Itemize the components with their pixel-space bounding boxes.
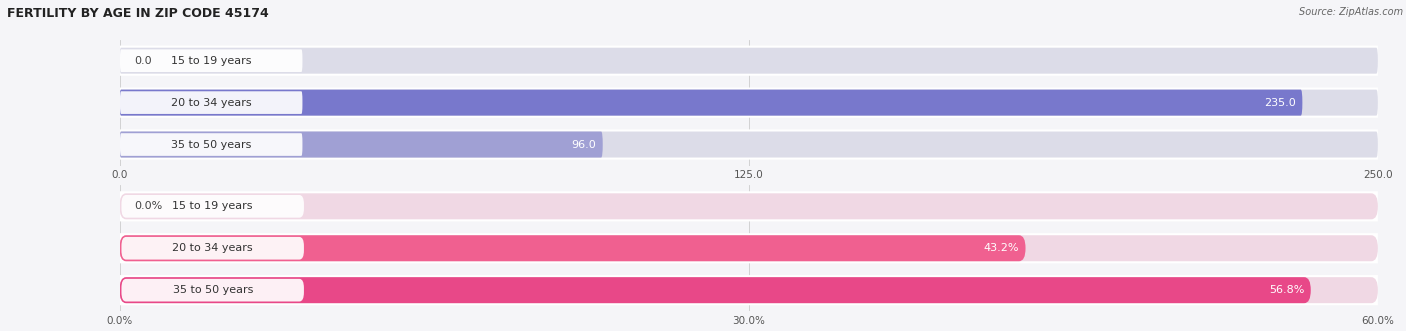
- Text: 35 to 50 years: 35 to 50 years: [172, 140, 252, 150]
- FancyBboxPatch shape: [121, 237, 304, 260]
- FancyBboxPatch shape: [120, 277, 1310, 303]
- FancyBboxPatch shape: [120, 49, 302, 72]
- FancyBboxPatch shape: [120, 131, 603, 158]
- FancyBboxPatch shape: [121, 279, 304, 302]
- FancyBboxPatch shape: [120, 191, 1378, 221]
- FancyBboxPatch shape: [120, 235, 1378, 261]
- FancyBboxPatch shape: [120, 48, 1378, 74]
- FancyBboxPatch shape: [120, 233, 1378, 263]
- FancyBboxPatch shape: [120, 133, 302, 156]
- FancyBboxPatch shape: [120, 129, 1378, 160]
- FancyBboxPatch shape: [120, 277, 1378, 303]
- FancyBboxPatch shape: [120, 235, 1025, 261]
- FancyBboxPatch shape: [120, 193, 1378, 219]
- Text: 35 to 50 years: 35 to 50 years: [173, 285, 253, 295]
- Text: 96.0: 96.0: [572, 140, 596, 150]
- Text: 15 to 19 years: 15 to 19 years: [172, 56, 252, 66]
- FancyBboxPatch shape: [120, 90, 1378, 116]
- FancyBboxPatch shape: [121, 195, 304, 218]
- Text: 0.0: 0.0: [135, 56, 152, 66]
- FancyBboxPatch shape: [120, 275, 1378, 305]
- Text: 56.8%: 56.8%: [1270, 285, 1305, 295]
- FancyBboxPatch shape: [120, 87, 1378, 118]
- Text: 20 to 34 years: 20 to 34 years: [173, 243, 253, 253]
- Text: 43.2%: 43.2%: [984, 243, 1019, 253]
- Text: 20 to 34 years: 20 to 34 years: [172, 98, 252, 108]
- Text: 235.0: 235.0: [1264, 98, 1296, 108]
- FancyBboxPatch shape: [120, 46, 1378, 76]
- Text: Source: ZipAtlas.com: Source: ZipAtlas.com: [1299, 7, 1403, 17]
- FancyBboxPatch shape: [120, 131, 1378, 158]
- Text: FERTILITY BY AGE IN ZIP CODE 45174: FERTILITY BY AGE IN ZIP CODE 45174: [7, 7, 269, 20]
- Text: 15 to 19 years: 15 to 19 years: [173, 201, 253, 211]
- FancyBboxPatch shape: [120, 90, 1302, 116]
- FancyBboxPatch shape: [120, 91, 302, 114]
- Text: 0.0%: 0.0%: [135, 201, 163, 211]
